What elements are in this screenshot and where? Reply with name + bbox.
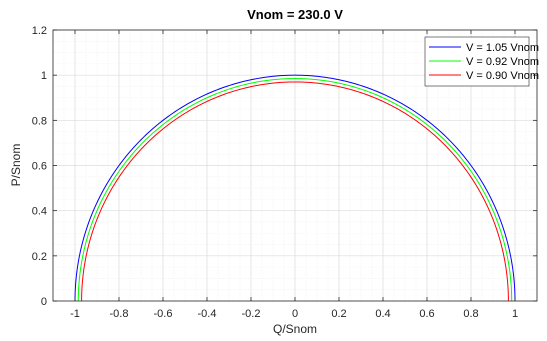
chart-title: Vnom = 230.0 V [247,7,343,22]
y-tick-label: 0.4 [32,206,47,218]
y-tick-label: 0.8 [32,115,47,127]
x-axis-label: Q/Snom [273,322,317,336]
x-tick-label: -0.6 [154,308,173,320]
series-line-2 [77,78,513,302]
y-tick-label: 0.6 [32,161,47,173]
x-tick-label: 0.8 [463,308,478,320]
x-tick-labels: -1 -0.8 -0.6 -0.4 -0.2 0 0.2 0.4 0.6 0.8 1 [70,308,518,320]
series-line-1 [74,74,516,302]
y-tick-label: 1 [41,70,47,82]
legend-label-2: V = 0.92 Vnom [466,56,539,68]
y-tick-label: 1.2 [32,25,47,37]
y-tick-label: 0 [41,296,47,308]
x-tick-label: 0.4 [375,308,390,320]
y-tick-labels: 0 0.2 0.4 0.6 0.8 1 1.2 [32,25,47,308]
axis-ticks [53,29,537,302]
x-tick-label: 0 [292,308,298,320]
y-axis-label: P/Snom [9,144,23,187]
x-tick-label: 0.2 [331,308,346,320]
x-tick-label: -0.8 [110,308,129,320]
legend-label-1: V = 1.05 Vnom [466,42,539,54]
legend-items: V = 1.05 Vnom V = 0.92 Vnom V = 0.90 Vnom [429,42,539,82]
legend: V = 1.05 Vnom V = 0.92 Vnom V = 0.90 Vnom [424,36,539,87]
legend-label-3: V = 0.90 Vnom [466,70,539,82]
series-layer [74,74,516,302]
x-tick-label: -0.2 [242,308,261,320]
y-tick-label: 0.2 [32,251,47,263]
series-line-3 [81,81,509,302]
x-tick-label: -0.4 [198,308,217,320]
x-tick-label: 1 [512,308,518,320]
x-tick-label: 0.6 [419,308,434,320]
x-tick-label: -1 [70,308,80,320]
